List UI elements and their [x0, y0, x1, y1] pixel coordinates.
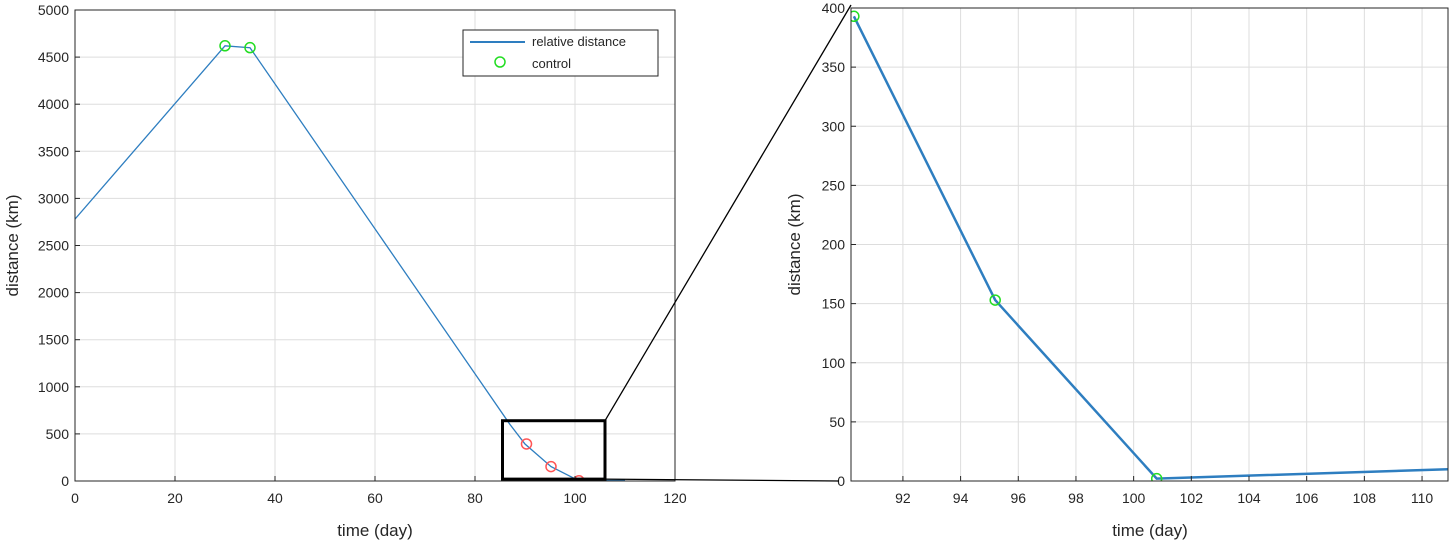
left-x-tick-label: 120 — [663, 490, 687, 506]
right-y-tick-label: 150 — [822, 296, 846, 312]
legend-box — [462, 29, 659, 77]
right-green-control-marker — [989, 294, 1001, 306]
left-red-control-marker — [520, 438, 533, 450]
right-x-tick-label: 104 — [1237, 490, 1261, 506]
right-x-axis-label: time (day) — [1112, 521, 1188, 540]
zoom-box — [501, 419, 607, 481]
left-relative-distance-line — [75, 45, 626, 481]
right-y-tick-label: 50 — [829, 414, 845, 430]
right-y-tick-label: 0 — [837, 473, 845, 489]
left-y-tick-label: 3000 — [38, 190, 69, 206]
right-relative-distance-line — [852, 15, 1448, 480]
left-red-control-marker — [545, 460, 557, 473]
legend-label-control: control — [532, 56, 571, 71]
legend-label-relative-distance: relative distance — [532, 34, 626, 49]
right-x-tick-label: 106 — [1295, 490, 1319, 506]
left-x-tick-label: 0 — [71, 490, 79, 506]
connector-line-top — [604, 4, 852, 422]
left-y-tick-label: 1000 — [38, 379, 69, 395]
left-x-tick-label: 20 — [167, 490, 183, 506]
right-green-control-marker — [851, 10, 860, 23]
left-green-control-marker — [219, 40, 231, 52]
left-x-tick-label: 100 — [563, 490, 587, 506]
right-x-tick-label: 110 — [1411, 490, 1434, 506]
left-y-axis-label: distance (km) — [3, 194, 22, 296]
right-y-tick-label: 350 — [822, 59, 846, 75]
left-x-tick-label: 60 — [367, 490, 383, 506]
left-y-tick-label: 2500 — [38, 238, 69, 254]
right-chart: 92 94 96 98 100 102 104 106 108 110 0 50 100 150 200 25… — [785, 0, 1449, 540]
right-x-tick-label: 98 — [1068, 490, 1084, 506]
right-x-tick-label: 108 — [1353, 490, 1377, 506]
right-green-control-marker — [1150, 472, 1163, 481]
left-y-tick-label: 4500 — [38, 49, 69, 65]
right-y-tick-label: 100 — [822, 355, 846, 371]
legend-marker-swatch — [494, 56, 506, 68]
right-y-tick-label: 250 — [822, 177, 846, 193]
connector-line-bottom — [604, 478, 840, 482]
left-chart: 0 20 40 60 80 100 120 0 500 1000 1500 2000 2500 3000 3… — [3, 2, 687, 540]
right-x-tick-label: 100 — [1122, 490, 1146, 506]
right-y-axis-label: distance (km) — [785, 193, 804, 295]
left-y-tick-label: 0 — [61, 473, 69, 489]
right-x-tick-label: 94 — [953, 490, 969, 506]
right-x-tick-label: 102 — [1180, 490, 1204, 506]
right-y-tick-label: 200 — [822, 237, 846, 253]
right-y-tick-label: 300 — [822, 118, 846, 134]
left-x-tick-label: 40 — [267, 490, 283, 506]
left-y-tick-label: 1500 — [38, 332, 69, 348]
zoom-connector-lines — [604, 4, 852, 482]
left-x-tick-label: 80 — [467, 490, 483, 506]
left-y-tick-label: 500 — [46, 426, 70, 442]
left-y-tick-label: 5000 — [38, 2, 69, 18]
legend: relative distance control — [462, 29, 659, 77]
left-x-axis-label: time (day) — [337, 521, 413, 540]
left-y-tick-label: 3500 — [38, 143, 69, 159]
right-x-tick-label: 96 — [1010, 490, 1026, 506]
left-y-tick-label: 4000 — [38, 96, 69, 112]
right-y-tick-label: 400 — [822, 0, 846, 16]
left-y-tick-label: 2000 — [38, 285, 69, 301]
left-green-control-marker — [244, 41, 256, 54]
right-x-tick-label: 92 — [895, 490, 911, 506]
